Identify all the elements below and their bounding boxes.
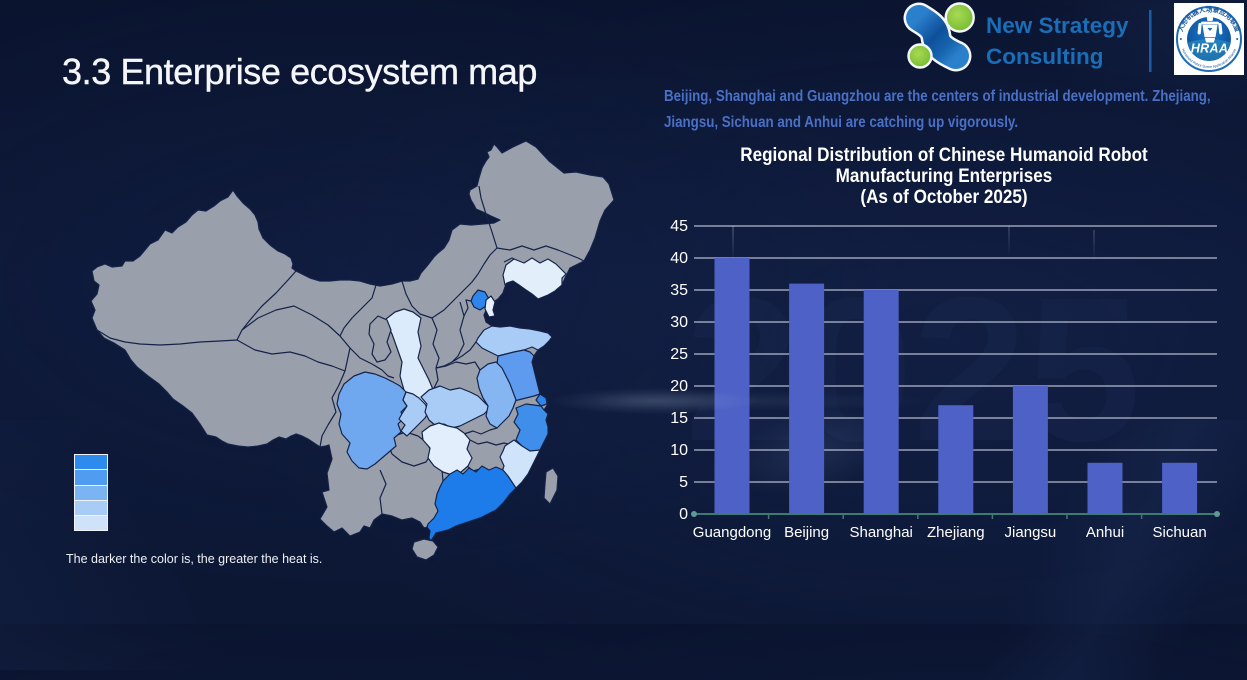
- svg-text:New Strategy: New Strategy: [986, 13, 1129, 38]
- svg-text:HRAA: HRAA: [1191, 42, 1228, 56]
- svg-text:Consulting: Consulting: [986, 44, 1103, 69]
- svg-text:Beijing: Beijing: [784, 524, 829, 541]
- svg-text:Sichuan: Sichuan: [1152, 524, 1206, 541]
- svg-text:45: 45: [670, 218, 688, 235]
- svg-text:Shanghai: Shanghai: [849, 524, 912, 541]
- svg-text:Jiangsu: Jiangsu: [1005, 524, 1057, 541]
- svg-text:5: 5: [679, 474, 688, 491]
- svg-text:15: 15: [670, 410, 688, 427]
- svg-text:30: 30: [670, 314, 688, 331]
- svg-text:25: 25: [670, 346, 688, 363]
- svg-text:0: 0: [679, 506, 688, 523]
- svg-text:40: 40: [670, 250, 688, 267]
- svg-text:20: 20: [670, 378, 688, 395]
- svg-text:Guangdong: Guangdong: [693, 524, 771, 541]
- svg-text:10: 10: [670, 442, 688, 459]
- svg-text:Anhui: Anhui: [1086, 524, 1124, 541]
- svg-text:35: 35: [670, 282, 688, 299]
- svg-text:Zhejiang: Zhejiang: [927, 524, 985, 541]
